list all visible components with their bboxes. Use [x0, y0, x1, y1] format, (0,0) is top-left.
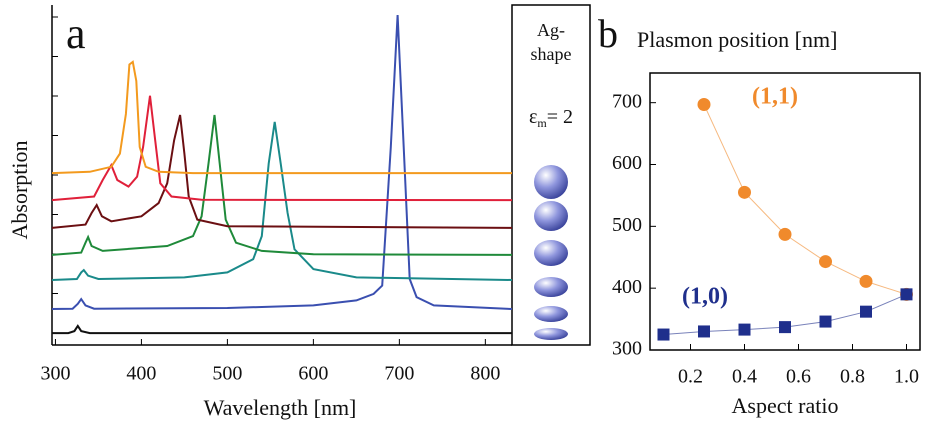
- spectrum-line: [52, 324, 512, 335]
- marker: [778, 227, 792, 241]
- epsilon: ε: [529, 106, 537, 128]
- inset-title: shape: [531, 44, 572, 64]
- panel-label: a: [66, 9, 86, 58]
- marker: [697, 98, 711, 112]
- epsilon-value: = 2: [547, 106, 573, 128]
- spectrum-line: [51, 60, 512, 175]
- marker: [819, 315, 832, 328]
- y-tick-label: 500: [612, 214, 642, 236]
- series-label: (1,0): [682, 284, 728, 310]
- chart-title: Plasmon position [nm]: [637, 27, 837, 52]
- x-tick-label: 0.6: [786, 366, 811, 388]
- fit-line: [703, 104, 907, 295]
- marker: [738, 185, 751, 199]
- x-axis-label: Wavelength [nm]: [204, 395, 357, 420]
- x-tick-label: 1.0: [894, 366, 919, 388]
- y-tick-label: 700: [612, 90, 642, 112]
- x-tick-label: 0.4: [732, 366, 757, 388]
- y-tick-label: 600: [612, 152, 642, 174]
- spectrum-line: [51, 114, 513, 256]
- x-tick-label: 500: [212, 363, 242, 385]
- marker: [900, 288, 913, 301]
- marker: [860, 305, 872, 318]
- inset-box: [511, 4, 591, 346]
- inset-epsilon: εm= 2: [529, 106, 573, 130]
- marker: [657, 328, 670, 341]
- marker: [859, 274, 873, 288]
- epsilon-subscript: m: [537, 116, 547, 130]
- x-tick-label: 400: [126, 363, 156, 385]
- x-tick-label: 300: [40, 363, 70, 385]
- marker: [819, 255, 832, 269]
- spectrum-line: [51, 14, 513, 310]
- x-tick-label: 0.8: [840, 366, 865, 388]
- series-label: (1,1): [752, 84, 798, 110]
- x-tick-label: 600: [298, 363, 328, 385]
- x-tick-label: 0.2: [678, 366, 703, 388]
- marker: [698, 325, 710, 338]
- inset-title: Ag-: [537, 20, 565, 40]
- marker: [779, 321, 791, 334]
- x-axis-label: Aspect ratio: [732, 393, 839, 418]
- y-axis-label: Absorption: [7, 141, 32, 240]
- x-tick-label: 800: [470, 363, 500, 385]
- spectrum-line: [51, 114, 513, 229]
- y-tick-label: 300: [612, 338, 642, 360]
- shape-icons: [534, 165, 568, 340]
- plot-frame: [649, 72, 921, 351]
- panel-label: b: [598, 11, 618, 56]
- y-tick-label: 400: [612, 276, 642, 298]
- x-tick-label: 700: [384, 363, 414, 385]
- marker: [738, 323, 751, 336]
- spectrum-line: [51, 95, 513, 202]
